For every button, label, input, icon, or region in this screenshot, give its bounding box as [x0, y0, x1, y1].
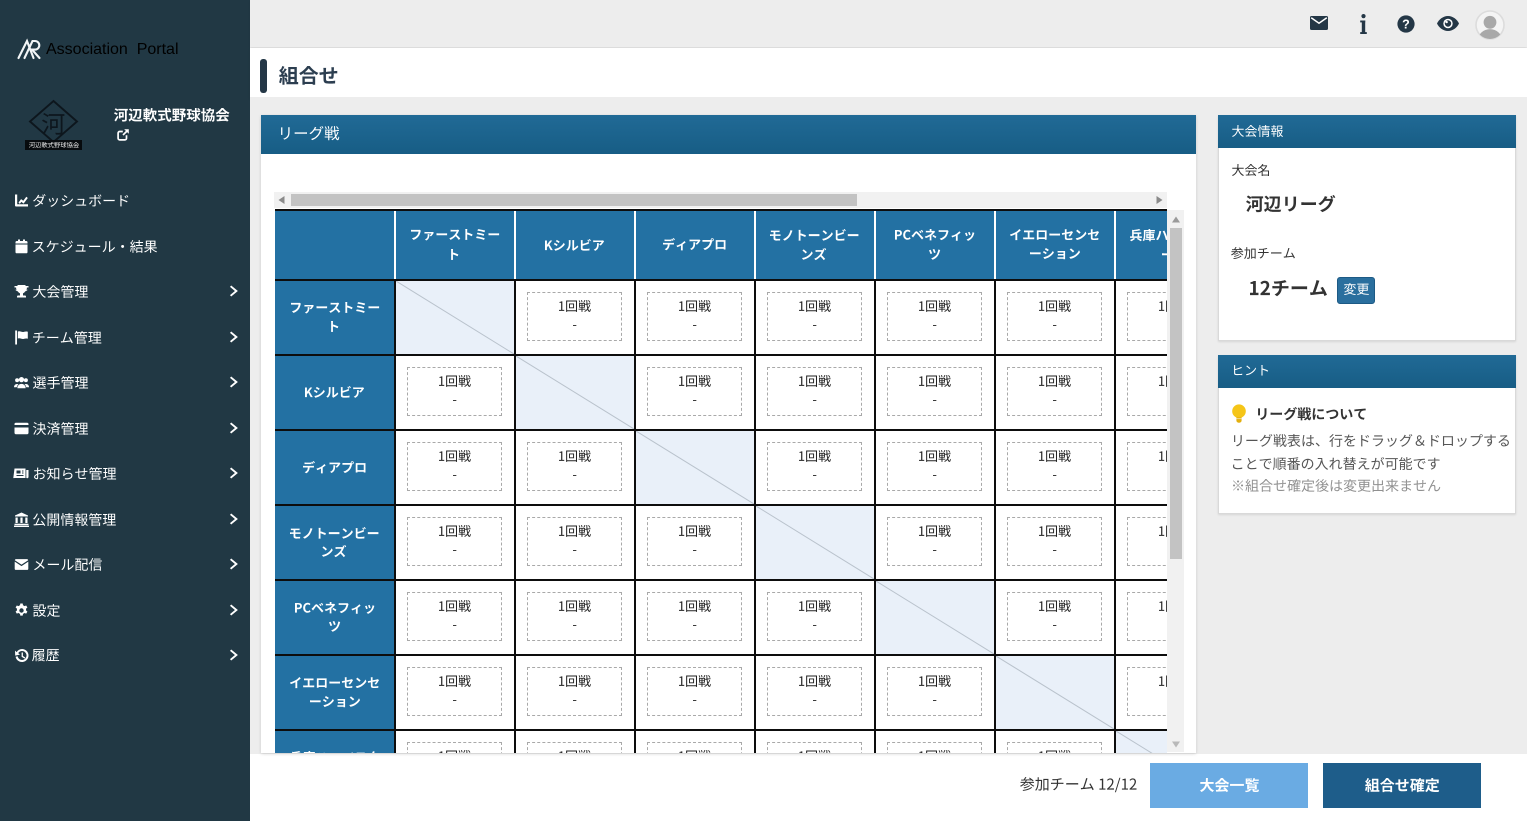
svg-text:?: ?: [1402, 17, 1410, 31]
